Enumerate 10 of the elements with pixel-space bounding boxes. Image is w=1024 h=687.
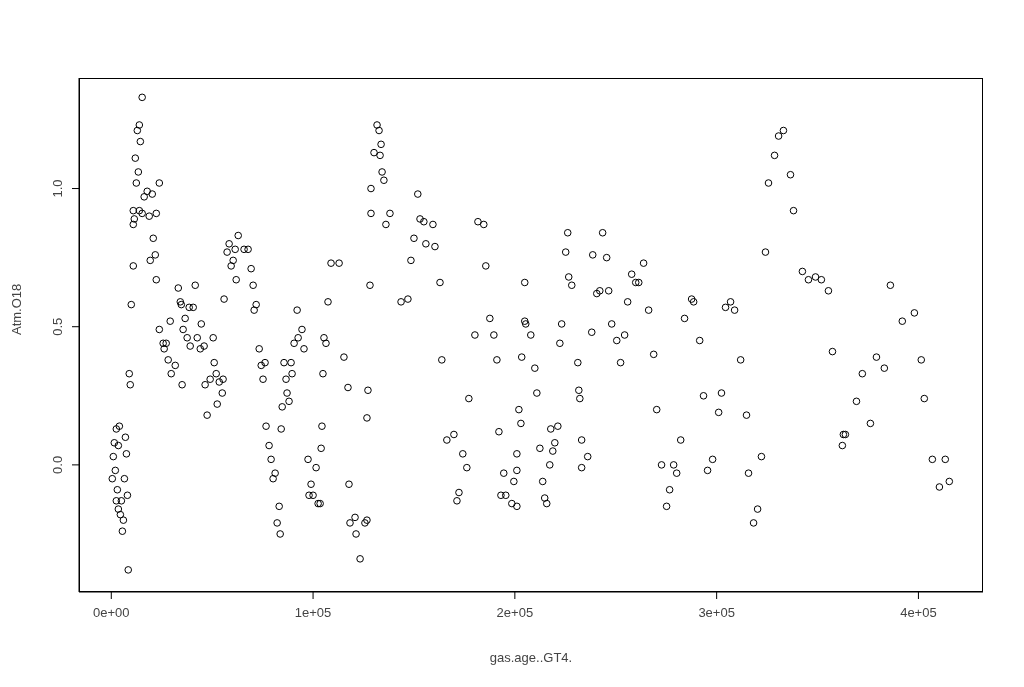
x-tick-label: 2e+05 [496, 605, 534, 620]
x-tick-label: 3e+05 [698, 605, 735, 620]
x-axis-title: gas.age..GT4. [489, 650, 573, 665]
x-tick-label: 1e+05 [294, 605, 332, 620]
y-axis-title: Atm.O18 [8, 283, 24, 335]
x-tick-label: 0e+00 [93, 605, 130, 620]
y-tick-label: 0.0 [50, 455, 65, 474]
x-tick-label: 4e+05 [900, 605, 937, 620]
y-tick-label: 1.0 [50, 179, 65, 198]
y-tick-label: 0.5 [50, 317, 65, 336]
